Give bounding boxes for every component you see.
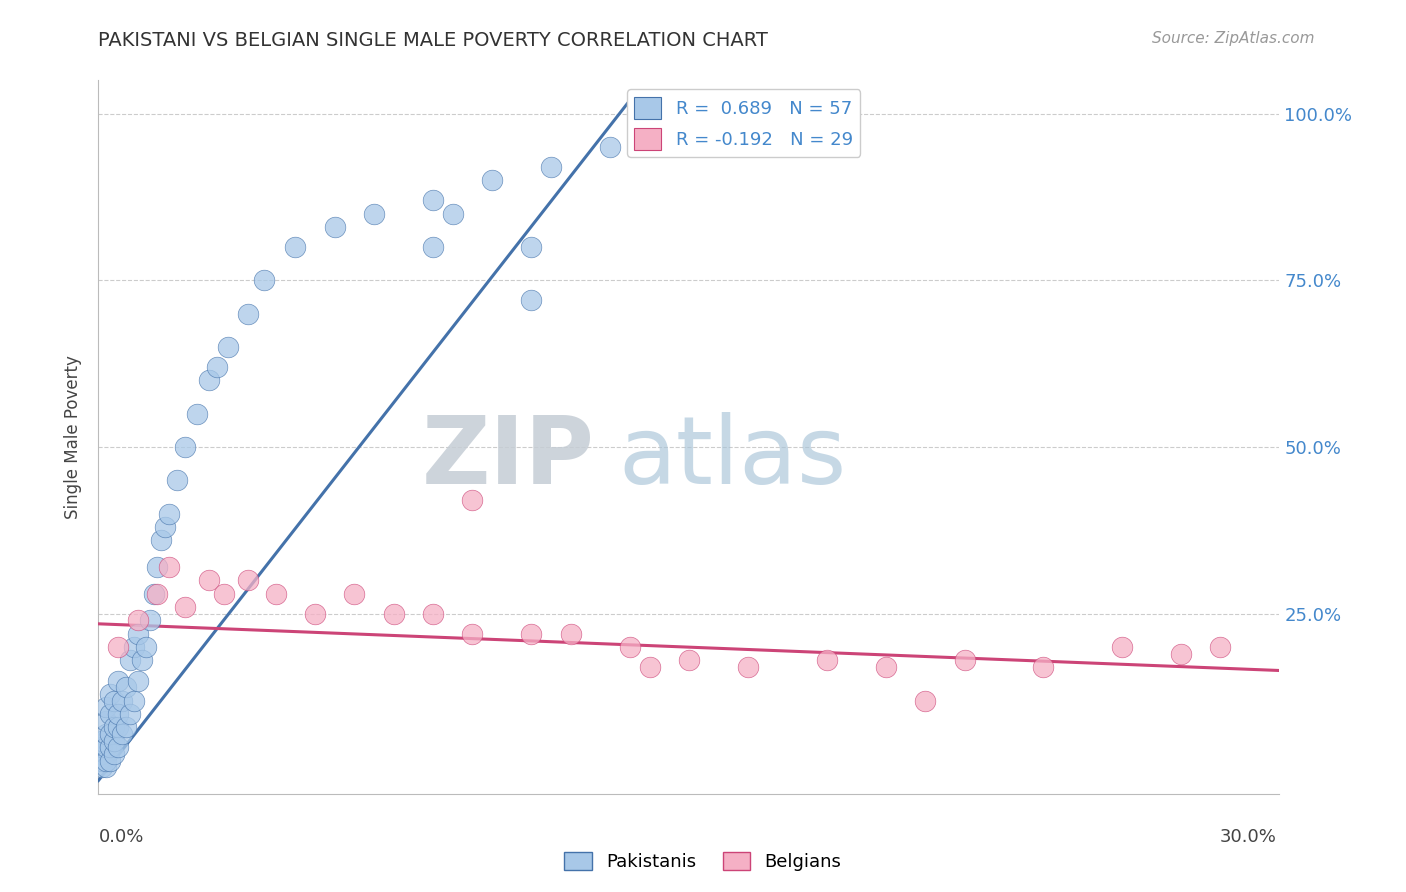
Point <box>638 660 661 674</box>
Point <box>107 720 129 734</box>
Point <box>107 640 129 655</box>
Point <box>520 293 543 308</box>
Point <box>96 714 118 728</box>
Point <box>422 240 444 254</box>
Point <box>98 706 121 721</box>
Point <box>103 720 125 734</box>
Point <box>304 607 326 621</box>
Point <box>115 720 138 734</box>
Point <box>98 740 121 755</box>
Point <box>253 273 276 287</box>
Text: ZIP: ZIP <box>422 412 595 505</box>
Point <box>131 653 153 667</box>
Point <box>96 760 118 774</box>
Point <box>155 520 177 534</box>
Point <box>91 740 114 755</box>
Y-axis label: Single Male Poverty: Single Male Poverty <box>65 355 83 519</box>
Point <box>127 673 149 688</box>
Point <box>157 507 180 521</box>
Point <box>107 673 129 688</box>
Point <box>122 640 145 655</box>
Point <box>103 747 125 761</box>
Point <box>96 740 118 755</box>
Point <box>91 733 114 747</box>
Point <box>737 660 759 674</box>
Text: Source: ZipAtlas.com: Source: ZipAtlas.com <box>1152 31 1315 46</box>
Point <box>236 307 259 321</box>
Point <box>441 207 464 221</box>
Point <box>205 359 228 374</box>
Point <box>166 474 188 488</box>
Point <box>914 693 936 707</box>
Point <box>98 727 121 741</box>
Point <box>363 207 385 221</box>
Text: atlas: atlas <box>619 412 846 505</box>
Point <box>98 687 121 701</box>
Point <box>111 727 134 741</box>
Legend: R =  0.689   N = 57, R = -0.192   N = 29: R = 0.689 N = 57, R = -0.192 N = 29 <box>627 89 860 157</box>
Point <box>91 754 114 768</box>
Point <box>953 653 976 667</box>
Point <box>1111 640 1133 655</box>
Point <box>96 754 118 768</box>
Point <box>481 173 503 187</box>
Point <box>103 693 125 707</box>
Point <box>382 607 405 621</box>
Point <box>122 693 145 707</box>
Point <box>422 194 444 208</box>
Point <box>875 660 897 674</box>
Text: PAKISTANI VS BELGIAN SINGLE MALE POVERTY CORRELATION CHART: PAKISTANI VS BELGIAN SINGLE MALE POVERTY… <box>98 31 768 50</box>
Point <box>678 653 700 667</box>
Point <box>127 614 149 628</box>
Point <box>98 754 121 768</box>
Point <box>520 240 543 254</box>
Point <box>197 574 219 588</box>
Point <box>96 727 118 741</box>
Point <box>1032 660 1054 674</box>
Point <box>619 640 641 655</box>
Point <box>1209 640 1232 655</box>
Point <box>118 706 141 721</box>
Point <box>118 653 141 667</box>
Point <box>142 587 165 601</box>
Point <box>422 607 444 621</box>
Text: 0.0%: 0.0% <box>98 828 143 846</box>
Point <box>217 340 239 354</box>
Point <box>146 560 169 574</box>
Point <box>284 240 307 254</box>
Point <box>157 560 180 574</box>
Point <box>236 574 259 588</box>
Point <box>127 627 149 641</box>
Legend: Pakistanis, Belgians: Pakistanis, Belgians <box>557 845 849 879</box>
Point <box>91 747 114 761</box>
Point <box>174 600 197 615</box>
Point <box>115 680 138 694</box>
Point <box>150 533 173 548</box>
Point <box>146 587 169 601</box>
Point <box>540 160 562 174</box>
Point <box>186 407 208 421</box>
Point <box>264 587 287 601</box>
Point <box>343 587 366 601</box>
Point <box>96 700 118 714</box>
Point <box>599 140 621 154</box>
Text: 30.0%: 30.0% <box>1220 828 1277 846</box>
Point <box>461 493 484 508</box>
Point <box>107 706 129 721</box>
Point <box>107 740 129 755</box>
Point <box>111 693 134 707</box>
Point <box>91 760 114 774</box>
Point <box>461 627 484 641</box>
Point <box>174 440 197 454</box>
Point <box>103 733 125 747</box>
Point <box>815 653 838 667</box>
Point <box>560 627 582 641</box>
Point <box>197 373 219 387</box>
Point <box>323 219 346 234</box>
Point <box>138 614 160 628</box>
Point <box>135 640 157 655</box>
Point <box>1170 647 1192 661</box>
Point <box>214 587 236 601</box>
Point <box>520 627 543 641</box>
